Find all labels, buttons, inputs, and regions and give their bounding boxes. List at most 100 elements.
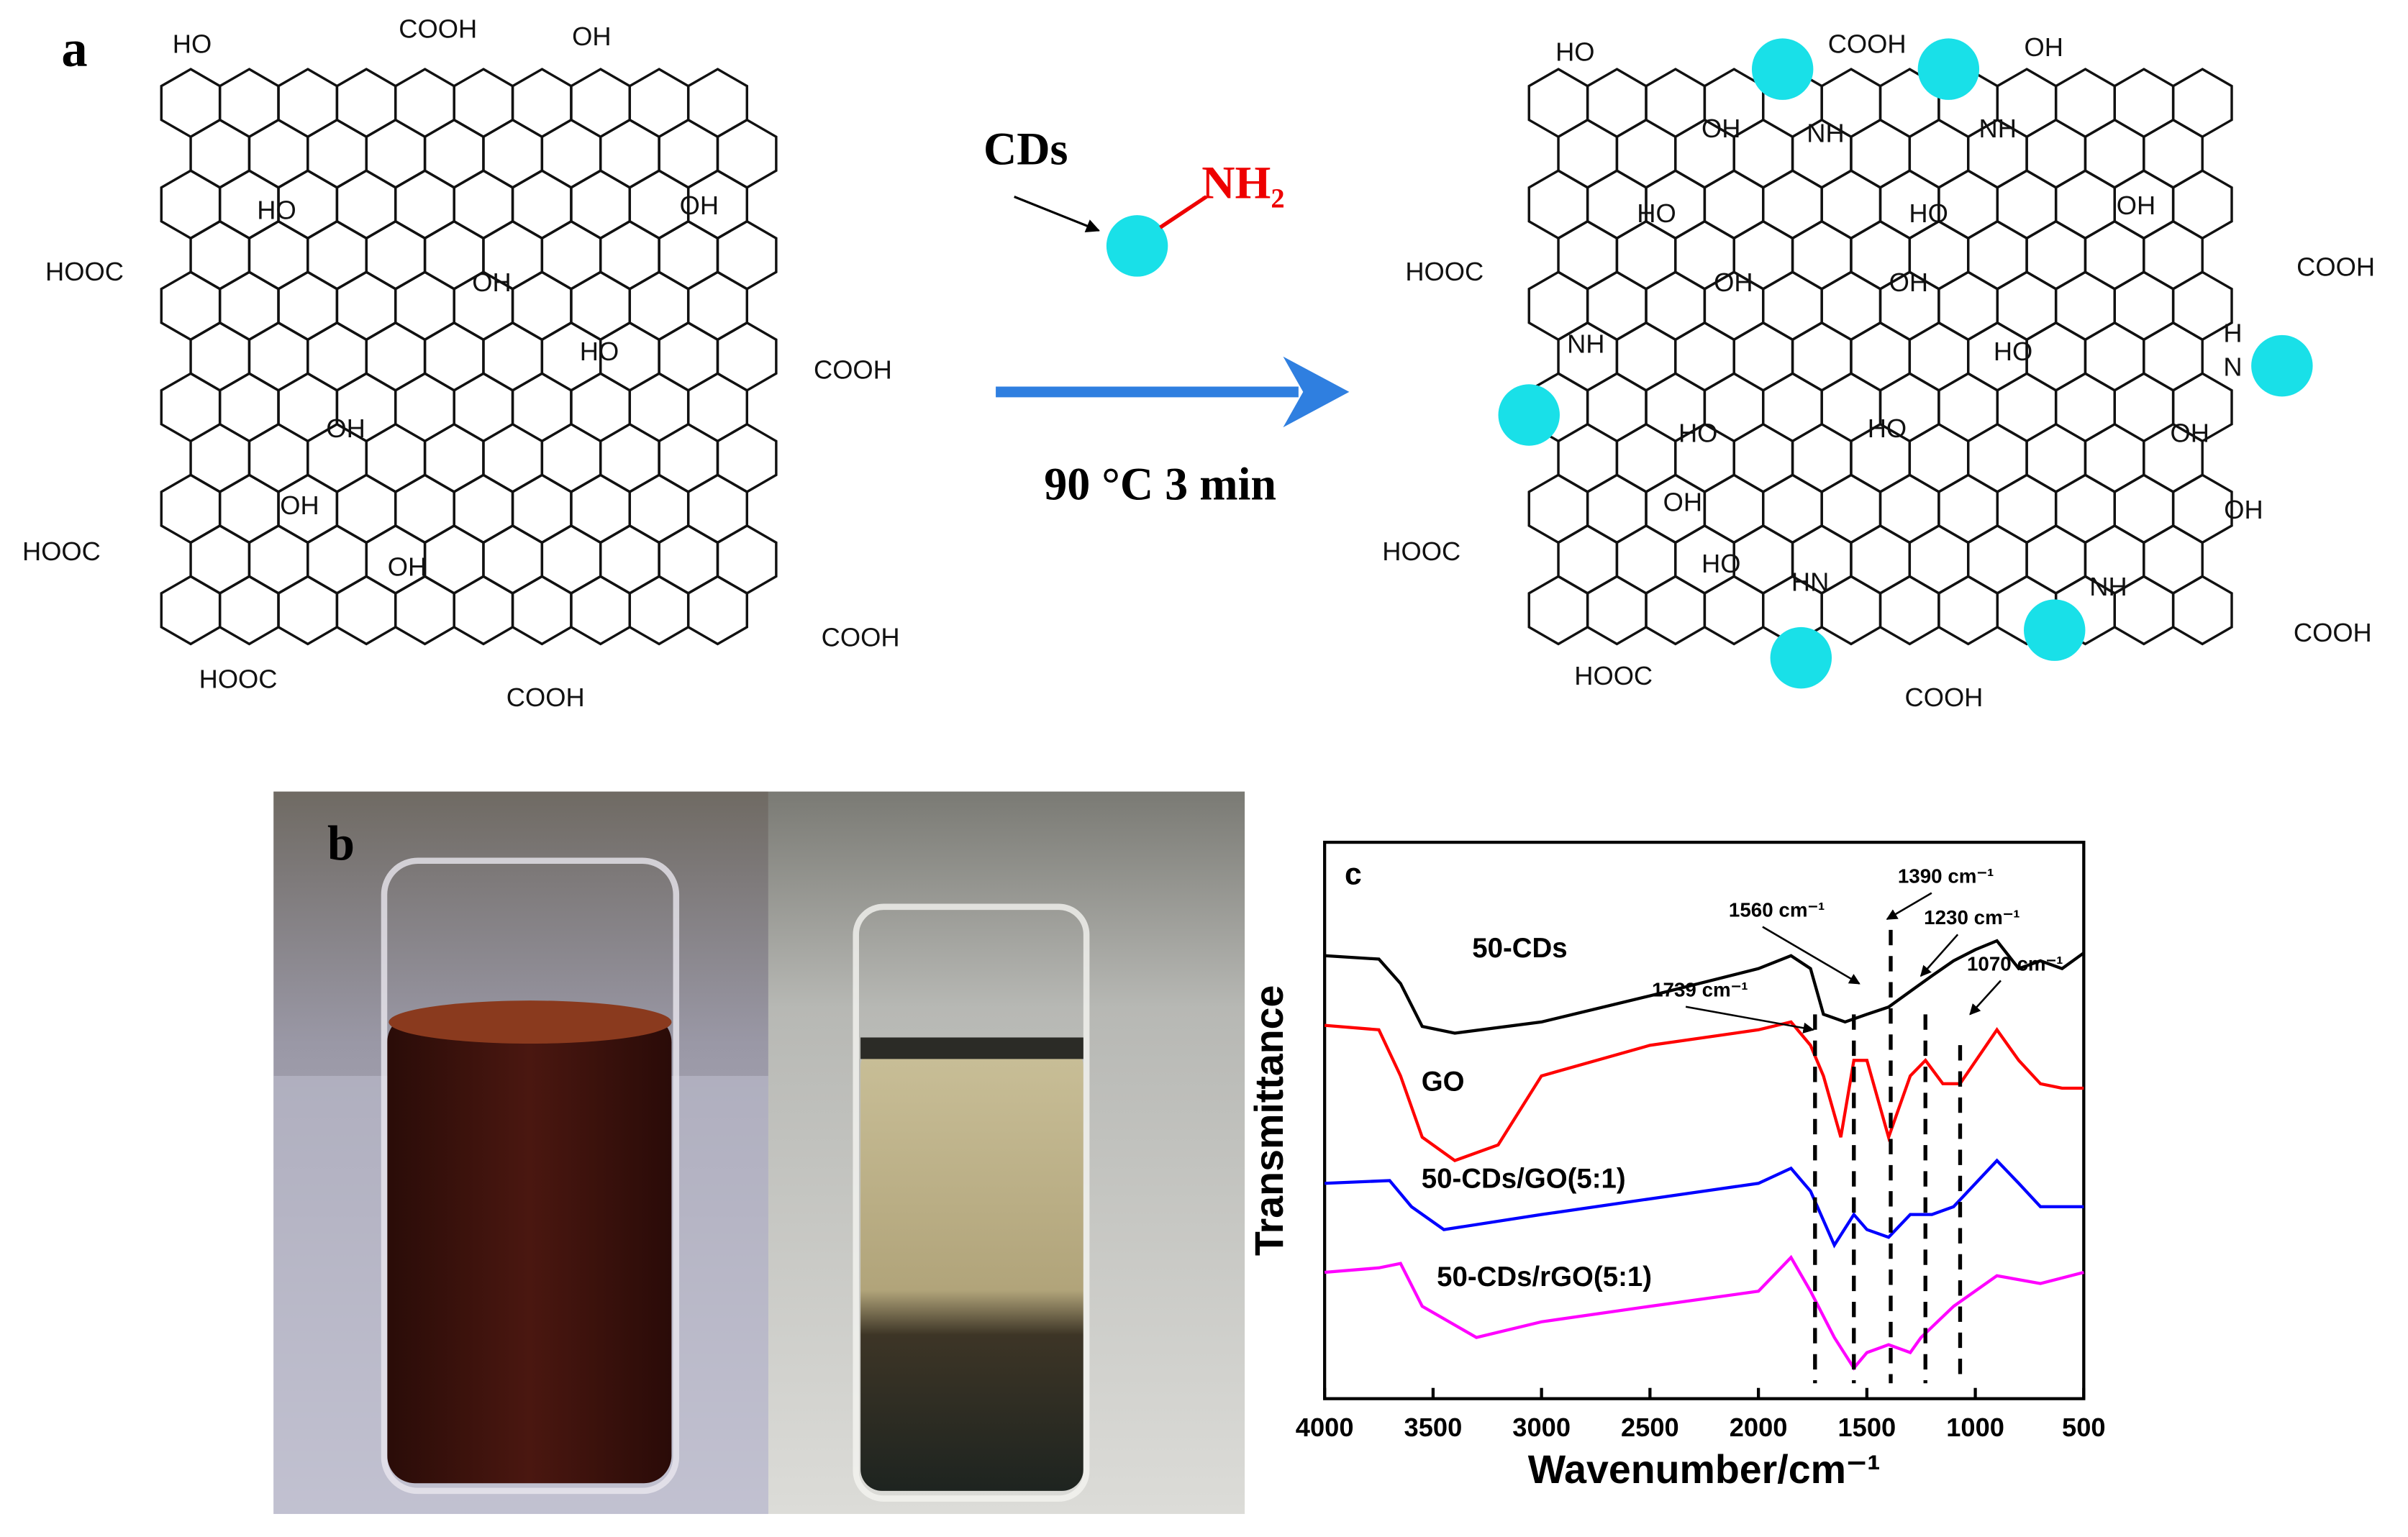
group-label: COOH [814,355,892,385]
graphene-right [1527,68,2233,646]
hexagon-ring [482,524,544,595]
hexagon-ring [2025,321,2087,392]
x-tick-label: 1000 [1946,1413,2004,1442]
x-tick-label: 4000 [1296,1413,1354,1442]
hexagon-ring [511,270,573,342]
hexagon-ring [1762,270,1823,342]
group-label: HN [1791,567,1829,597]
series-label: GO [1422,1067,1465,1098]
group-label: NH [1978,114,2016,143]
amine-bond [1159,195,1208,229]
hexagon-ring [365,219,427,291]
hexagon-ring [1732,321,1794,392]
spectrum-line [1324,1254,2084,1371]
hexagon-ring [540,219,602,291]
hexagon-ring [570,575,632,646]
hexagon-ring [1762,372,1823,443]
hexagon-ring [218,473,280,544]
x-tick-label: 2500 [1621,1413,1679,1442]
liquid-surface [389,1000,672,1044]
reagent-arrow [1014,196,1100,233]
hexagon-ring [1820,575,1882,646]
hexagon-ring [658,422,719,493]
hexagon-ring [1645,270,1707,342]
group-label: NH [1567,329,1604,358]
hexagon-ring [453,372,514,443]
hexagon-ring [2171,68,2233,139]
x-tick-label: 3000 [1512,1413,1571,1442]
hexagon-ring [423,321,485,392]
hexagon-ring [2025,118,2087,189]
peak-arrow [1969,980,2002,1016]
hexagon-ring [2025,524,2087,595]
hexagon-ring [218,575,280,646]
group-label: N [2223,352,2242,381]
hexagon-ring [394,68,455,139]
hexagon-ring [540,422,602,493]
hexagon-ring [1703,169,1765,240]
group-label: HO [1909,199,1948,228]
hexagon-ring [2143,321,2204,392]
panel-c: c Wavenumber/cm⁻¹ Transmittance 4000 3500… [1247,840,2106,1492]
carbon-dot [2024,599,2086,661]
hexagon-ring [686,68,748,139]
hexagon-ring [394,270,455,342]
hexagon-ring [686,575,748,646]
hexagon-ring [570,473,632,544]
x-tick-label: 1500 [1837,1413,1896,1442]
hexagon-ring [540,524,602,595]
peak-label: 1390 cm⁻¹ [1898,865,1994,888]
hexagon-ring [716,422,778,493]
hexagon-ring [160,473,222,544]
hexagon-ring [335,473,397,544]
hexagon-ring [453,575,514,646]
hexagon-ring [599,422,660,493]
hexagon-ring [511,473,573,544]
panel-b: b [273,791,1245,1514]
reagent-label: CDs [983,123,1068,174]
hexagon-ring [277,270,339,342]
hexagon-ring [1937,575,1999,646]
hexagon-ring [628,473,690,544]
graphene-left [160,68,778,646]
hexagon-ring [2171,169,2233,240]
spectrum-line [1324,1020,2084,1163]
peak-label: 1560 cm⁻¹ [1729,899,1825,921]
hexagon-ring [218,372,280,443]
hexagon-ring [1908,524,1970,595]
hexagon-ring [1850,524,1912,595]
hexagon-ring [482,118,544,189]
hexagon-ring [453,68,514,139]
hexagon-ring [247,219,309,291]
hexagon-ring [423,422,485,493]
hexagon-ring [365,321,427,392]
hexagon-ring [2025,219,2087,291]
hexagon-ring [1762,169,1823,240]
peak-label: 1739 cm⁻¹ [1652,979,1748,1001]
hexagon-ring [394,372,455,443]
vial-liquid [387,1014,672,1484]
group-label: COOH [822,623,900,652]
hexagon-ring [2143,219,2204,291]
hexagon-ring [2171,473,2233,544]
hexagon-ring [1966,219,2028,291]
hexagon-ring [247,422,309,493]
group-label: OH [280,491,319,520]
hexagon-ring [1908,118,1970,189]
hexagon-ring [686,473,748,544]
group-label: OH [1663,488,1702,517]
vial-liquid [860,1045,1083,1491]
hexagon-ring [1732,422,1794,493]
carbon-dot [1106,215,1168,277]
hexagon-ring [1527,473,1589,544]
group-label: HO [173,29,212,59]
hexagon-ring [160,372,222,443]
group-label: OH [2025,32,2063,62]
hexagon-ring [482,321,544,392]
carbon-dot [1751,38,1814,100]
hexagon-ring [2054,372,2116,443]
vial-glass [853,903,1090,1502]
hexagon-ring [277,575,339,646]
hexagon-ring [1557,422,1619,493]
hexagon-ring [716,118,778,189]
